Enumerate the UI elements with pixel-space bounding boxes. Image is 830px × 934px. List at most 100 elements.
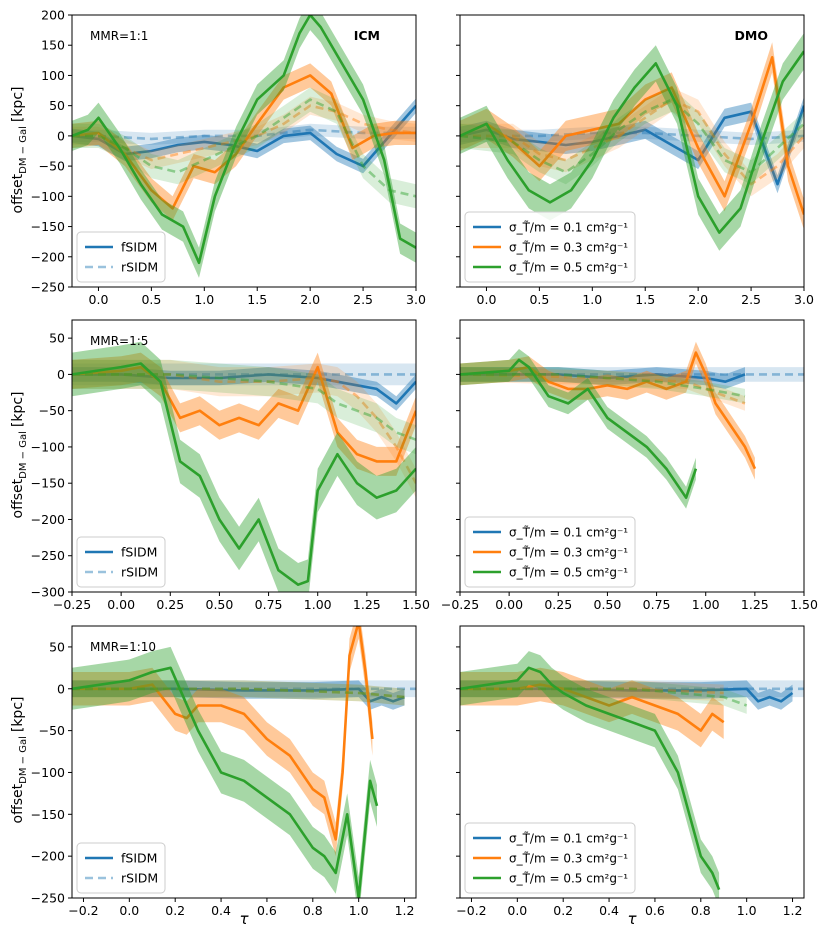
- svg-text:offsetDM − Gal[kpc]: offsetDM − Gal [kpc]: [10, 392, 29, 519]
- x-tick-label: 0.50: [206, 597, 234, 612]
- band-orange-rsidm: [460, 367, 745, 411]
- row-1-ylabel: offsetDM − Gal [kpc]: [10, 87, 29, 214]
- band-blue-rsidm: [72, 123, 416, 145]
- line-orange-fsidm: [460, 55, 804, 215]
- band-blue-rsidm: [460, 367, 804, 382]
- line-green-rsidm: [460, 98, 804, 174]
- line-blue-fsidm: [72, 104, 416, 168]
- line-orange-fsidm: [72, 74, 416, 210]
- panel-r1c2: 0.0 0.5 1.0 1.5 2.0 2.5 3.0 DMO σ_T̃/m = 0.1 cm²…: [456, 14, 814, 307]
- legend-label-green: σ_T̃/m = 0.5 cm²g⁻¹: [509, 260, 628, 274]
- legend-label-blue: σ_T̃/m = 0.1 cm²g⁻¹: [509, 525, 628, 539]
- mmr-label: MMR=1:1: [90, 29, 148, 43]
- ylabel-main: offset: [10, 478, 26, 518]
- y-tick-label: −50: [39, 403, 65, 418]
- series-group: [460, 341, 804, 509]
- x-tick-label: 0.6: [645, 903, 665, 918]
- y-tick-label: 50: [49, 98, 65, 113]
- series-group: [72, 626, 416, 898]
- legend-box: [464, 822, 636, 894]
- y-tick-label: −300: [31, 585, 65, 600]
- ylabel-sub: DM − Gal: [18, 431, 29, 479]
- x-tick-label: 0.0: [119, 903, 139, 918]
- legend-label-fsidm: fSIDM: [121, 851, 157, 866]
- y-tick-label: 0: [57, 681, 65, 696]
- y-tick-label: 100: [41, 68, 65, 83]
- x-tick-label: 0.75: [643, 597, 671, 612]
- band-green-rsidm: [72, 87, 416, 209]
- svg-text:offsetDM − Gal[kpc]: offsetDM − Gal [kpc]: [10, 697, 29, 824]
- legend-label-orange: σ_T̃/m = 0.3 cm²g⁻¹: [509, 545, 628, 559]
- legend-box: [76, 231, 166, 283]
- x-tick-label: 0.2: [165, 903, 185, 918]
- y-tick-label: −200: [31, 249, 65, 264]
- x-tick-label: 0.75: [255, 597, 283, 612]
- line-orange-fsidm: [460, 683, 725, 732]
- x-tick-label: 1.2: [783, 903, 803, 918]
- line-green-rsidm: [460, 373, 746, 398]
- band-green-rsidm: [460, 367, 745, 404]
- x-tick-label: 0.25: [156, 597, 184, 612]
- y-tick-label: −250: [31, 280, 65, 295]
- x-tick-label: 1.25: [353, 597, 381, 612]
- ylabel-sub: DM − Gal: [18, 126, 29, 174]
- legend-box: [464, 211, 636, 283]
- legend-label-green: σ_T̃/m = 0.5 cm²g⁻¹: [509, 565, 628, 579]
- line-orange-fsidm: [72, 626, 374, 841]
- line-orange-rsidm: [72, 687, 405, 699]
- band-green-rsidm: [72, 680, 405, 706]
- y-tick-label: −250: [31, 891, 65, 906]
- y-tick-label: 0: [57, 367, 65, 382]
- y-tick-label: −150: [31, 476, 65, 491]
- line-orange-rsidm: [72, 373, 416, 484]
- panel-r3c2: −0.2 0.0 0.2 0.4 0.6 0.8 1.0 1.2 σ_T̃/m = 0.1 cm…: [456, 625, 805, 918]
- x-tick-label: 1.25: [741, 597, 769, 612]
- x-tick-label: 0.50: [594, 597, 622, 612]
- line-blue-fsidm: [460, 687, 794, 703]
- series-group: [460, 651, 804, 898]
- y-tick-label: 150: [41, 38, 65, 53]
- x-tick-label: 3.0: [406, 292, 426, 307]
- x-tick-label: 0.8: [691, 903, 711, 918]
- ylabel-unit: [kpc]: [10, 697, 26, 733]
- x-tick-label: 0.5: [141, 292, 161, 307]
- band-green-rsidm: [460, 680, 747, 714]
- x-tick-label: 1.00: [692, 597, 720, 612]
- band-green-fsidm: [460, 349, 696, 509]
- panel-r2c2: −0.25 0.00 0.25 0.50 0.75 1.00 1.25 1.50 σ_T̃/m …: [441, 319, 818, 612]
- band-blue-fsidm: [460, 96, 804, 194]
- x-tick-label: 1.0: [349, 903, 369, 918]
- ylabel-main: offset: [10, 173, 26, 213]
- x-tick-label: 1.00: [304, 597, 332, 612]
- panel-corner-label: ICM: [354, 28, 380, 43]
- legend-label-orange: σ_T̃/m = 0.3 cm²g⁻¹: [509, 851, 628, 865]
- xlabel-right: τ: [627, 910, 637, 928]
- legend-label-orange: σ_T̃/m = 0.3 cm²g⁻¹: [509, 240, 628, 254]
- band-orange-rsidm: [72, 96, 416, 170]
- panel-frame: [459, 14, 805, 288]
- line-blue-fsidm: [460, 373, 746, 384]
- y-tick-label: −200: [31, 849, 65, 864]
- mmr-label: MMR=1:10: [90, 640, 156, 654]
- band-green-fsidm: [460, 33, 804, 251]
- x-tick-label: 0.2: [553, 903, 573, 918]
- series-group: [72, 341, 416, 592]
- line-blue-rsidm: [72, 128, 416, 141]
- ylabel-sub: DM − Gal: [18, 736, 29, 784]
- legend-box: [76, 536, 166, 588]
- line-orange-rsidm: [72, 104, 416, 162]
- band-orange-rsidm: [460, 87, 804, 197]
- y-tick-label: −250: [31, 548, 65, 563]
- line-orange-rsidm: [460, 98, 804, 186]
- ylabel-unit: [kpc]: [10, 87, 26, 123]
- panel-r2c1: −0.25 0.00 0.25 0.50 0.75 1.00 1.25 1.50 −300 −25…: [31, 319, 430, 612]
- line-green-rsidm: [460, 687, 748, 707]
- band-green-rsidm: [460, 87, 804, 185]
- y-tick-label: −100: [31, 765, 65, 780]
- band-orange-fsidm: [72, 626, 373, 857]
- line-blue-rsidm: [460, 131, 804, 141]
- x-tick-label: 1.50: [790, 597, 818, 612]
- panels-layer: 0.0 0.5 1.0 1.5 2.0 2.5 3.0 −250 −200 −150 −100 −50…: [31, 8, 818, 919]
- band-blue-rsidm: [460, 126, 804, 145]
